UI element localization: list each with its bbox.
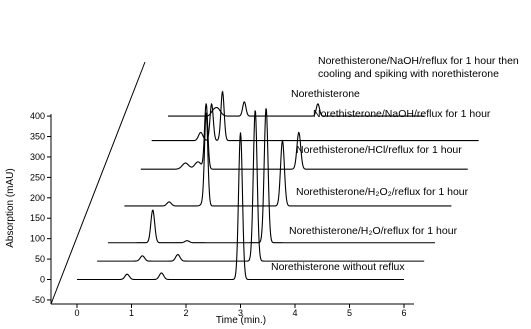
trace-labels: Norethisterone without reflux Norethister… [271, 55, 519, 273]
y-tick-label: 100 [30, 234, 45, 244]
x-tick-label: 4 [292, 308, 297, 318]
y-tick-label: 350 [30, 132, 45, 142]
y-tick-label: -50 [32, 295, 45, 305]
y-tick-label: 200 [30, 193, 45, 203]
x-tick-label: 6 [401, 308, 406, 318]
y-tick-label: 0 [40, 275, 45, 285]
trace-label-line: cooling and spiking with norethisterone [318, 68, 499, 80]
trace-label-4: Norethisterone/HCl/reflux for 1 hour [296, 144, 462, 156]
trace-label-line: Norethisterone/H₂O₂/reflux for 1 hour [296, 186, 469, 198]
axes [50, 61, 414, 305]
depth-axis [50, 61, 146, 305]
trace-label-line: Norethisterone/NaOH/reflux for 1 hour th… [318, 55, 519, 67]
trace-label-1: Norethisterone without reflux [271, 261, 405, 273]
trace-label-line: Norethisterone/NaOH/reflux for 1 hour [313, 108, 491, 120]
x-tick-label: 3 [238, 308, 243, 318]
x-ticks: 0 1 2 3 4 5 6 [74, 304, 407, 318]
trace-label-7: Norethisterone/NaOH/reflux for 1 hour th… [318, 55, 519, 80]
x-axis-title: Time (min.) [216, 315, 266, 326]
y-tick-label: 50 [35, 254, 45, 264]
trace-label-5: Norethisterone/NaOH/reflux for 1 hour [313, 108, 491, 120]
x-tick-label: 1 [129, 308, 134, 318]
trace-label-6: Norethisterone [291, 88, 360, 100]
x-tick-label: 0 [74, 308, 79, 318]
trace-label-3: Norethisterone/H₂O₂/reflux for 1 hour [296, 186, 469, 198]
trace-4 [124, 112, 452, 207]
y-tick-label: 300 [30, 152, 45, 162]
y-axis-title: Absorption (mAU) [5, 168, 16, 247]
trace-label-2: Norethisterone/H₂O/reflux for 1 hour [289, 225, 458, 237]
y-ticks: -50 0 50 100 150 200 250 300 350 400 [30, 111, 51, 305]
traces [77, 90, 479, 281]
trace-5 [140, 103, 468, 170]
trace-label-line: Norethisterone/HCl/reflux for 1 hour [296, 144, 462, 156]
trace-7 [168, 101, 425, 117]
trace-6 [151, 90, 479, 142]
trace-label-line: Norethisterone without reflux [271, 261, 405, 273]
trace-label-line: Norethisterone [291, 88, 360, 100]
y-tick-label: 150 [30, 213, 45, 223]
y-tick-label: 400 [30, 111, 45, 121]
trace-1 [77, 132, 404, 281]
trace-label-line: Norethisterone/H₂O/reflux for 1 hour [289, 225, 458, 237]
x-tick-label: 5 [347, 308, 352, 318]
trace-3 [108, 108, 436, 244]
x-tick-label: 2 [183, 308, 188, 318]
y-tick-label: 250 [30, 172, 45, 182]
trace-2 [97, 110, 425, 262]
